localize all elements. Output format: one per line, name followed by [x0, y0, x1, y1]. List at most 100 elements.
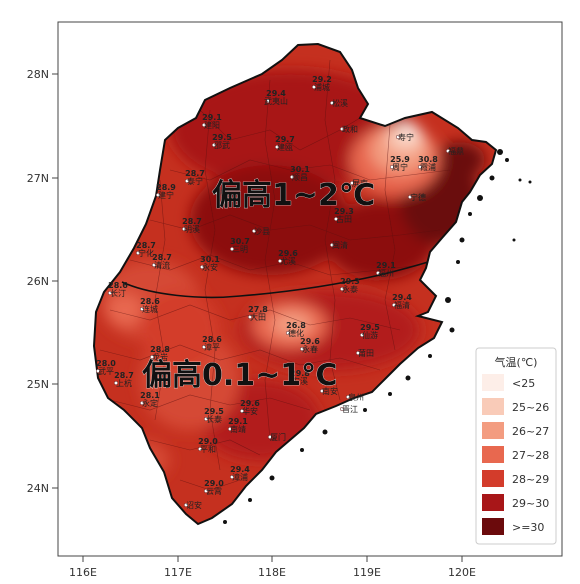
- lat-label-25: 25N: [27, 378, 49, 391]
- legend-title: 气温(℃): [495, 355, 538, 369]
- city-marker: [239, 408, 245, 414]
- city-label: 松溪: [329, 98, 348, 108]
- city-temp: 29.6: [240, 399, 260, 408]
- legend-label: 25~26: [512, 401, 549, 414]
- city-marker: [201, 344, 207, 350]
- city-marker: [211, 142, 217, 148]
- city-name: 浦城: [314, 82, 330, 92]
- city-label: 28.7明溪: [181, 217, 202, 234]
- city-label: 29.6尤溪: [277, 249, 298, 266]
- city-name: 泉州: [348, 392, 364, 402]
- city-temp: 30.1: [290, 165, 310, 174]
- city-temp: 25.9: [390, 155, 410, 164]
- city-marker: [229, 246, 235, 252]
- city-label: 28.7清流: [151, 253, 172, 270]
- city-label: 寿宁: [395, 132, 414, 142]
- city-label: 29.6永春: [299, 337, 320, 354]
- city-label: 28.8龙岩: [149, 345, 170, 362]
- city-name: 漳浦: [232, 472, 248, 482]
- city-temp: 29.4: [392, 293, 412, 302]
- city-label: 闽清: [329, 240, 348, 250]
- city-temp: 26.8: [286, 321, 306, 330]
- city-name: 长泰: [206, 414, 222, 424]
- city-temp: 28.6: [140, 297, 160, 306]
- city-marker: [183, 502, 189, 508]
- city-temp: 29.1: [202, 113, 222, 122]
- lat-label-27: 27N: [27, 172, 49, 185]
- legend-swatch: [482, 398, 504, 415]
- city-label: 29.3古田: [333, 207, 354, 224]
- legend-label: 26~27: [512, 425, 549, 438]
- city-name: 武平: [98, 366, 114, 376]
- city-name: 闽清: [332, 240, 348, 250]
- legend-swatch: [482, 374, 504, 391]
- city-temp: 28.7: [185, 169, 205, 178]
- city-temp: 30.8: [418, 155, 438, 164]
- lat-label-26: 26N: [27, 275, 49, 288]
- city-label: 28.0武平: [95, 359, 116, 376]
- city-temp: 29.7: [275, 135, 295, 144]
- city-marker: [265, 98, 271, 104]
- city-marker: [113, 380, 119, 386]
- city-label: 29.8安溪: [289, 369, 310, 386]
- city-label: 29.0云霄: [203, 479, 224, 496]
- city-label: 莆田: [355, 348, 374, 358]
- city-marker: [285, 330, 291, 336]
- city-name: 将乐: [217, 188, 233, 198]
- city-temp: 29.4: [266, 89, 286, 98]
- city-label: 诏安: [183, 500, 202, 510]
- city-label: 29.6华安: [239, 399, 260, 416]
- city-marker: [311, 84, 317, 90]
- city-name: 安溪: [292, 376, 308, 386]
- city-name: 古田: [336, 214, 352, 224]
- city-marker: [289, 378, 295, 384]
- city-label: 29.1南靖: [227, 417, 248, 434]
- city-marker: [345, 394, 351, 400]
- city-temp: 28.7: [152, 253, 172, 262]
- city-marker: [203, 488, 209, 494]
- city-temp: 30.1: [200, 255, 220, 264]
- city-name: 松溪: [332, 98, 348, 108]
- legend-swatch: [482, 446, 504, 463]
- city-temp: 29.1: [228, 417, 248, 426]
- city-name: 福州: [378, 269, 394, 278]
- city-label: 沙县: [251, 227, 270, 236]
- city-name: 上杭: [116, 378, 132, 388]
- city-marker: [181, 226, 187, 232]
- city-label: 泉州: [345, 392, 364, 402]
- city-marker: [107, 290, 113, 296]
- x-axis: 116E 117E 118E 119E 120E: [69, 556, 476, 579]
- legend-swatch: [482, 422, 504, 439]
- city-marker: [227, 426, 233, 432]
- city-label: 28.6长汀: [107, 281, 128, 298]
- city-name: 诏安: [186, 500, 202, 510]
- city-label: 29.3永泰: [339, 277, 360, 294]
- city-label: 30.1永安: [199, 255, 220, 272]
- city-marker: [319, 388, 325, 394]
- lon-label-120: 120E: [448, 566, 476, 579]
- city-marker: [329, 100, 335, 106]
- city-label: 29.2浦城: [311, 75, 332, 92]
- city-name: 莆田: [358, 348, 374, 358]
- city-temp: 30.7: [230, 237, 250, 246]
- city-name: 龙岩: [152, 352, 168, 362]
- city-temp: 28.7: [182, 217, 202, 226]
- city-name: 政和: [342, 124, 358, 134]
- city-temp: 29.3: [340, 277, 360, 286]
- city-marker: [339, 126, 345, 132]
- city-label: 政和: [339, 124, 358, 134]
- legend-label: 28~29: [512, 473, 549, 486]
- city-label: 29.5仙游: [359, 323, 380, 340]
- city-name: 长汀: [110, 288, 126, 298]
- city-temp: 28.8: [150, 345, 170, 354]
- city-marker: [199, 264, 205, 270]
- city-name: 永春: [302, 344, 318, 354]
- city-temp: 29.0: [198, 437, 218, 446]
- city-marker: [299, 346, 305, 352]
- city-label: 南安: [319, 386, 338, 396]
- city-marker: [339, 406, 345, 412]
- city-name: 建宁: [158, 190, 174, 200]
- legend-swatch: [482, 518, 504, 535]
- city-temp: 29.0: [204, 479, 224, 488]
- city-label: 30.7三明: [229, 237, 250, 254]
